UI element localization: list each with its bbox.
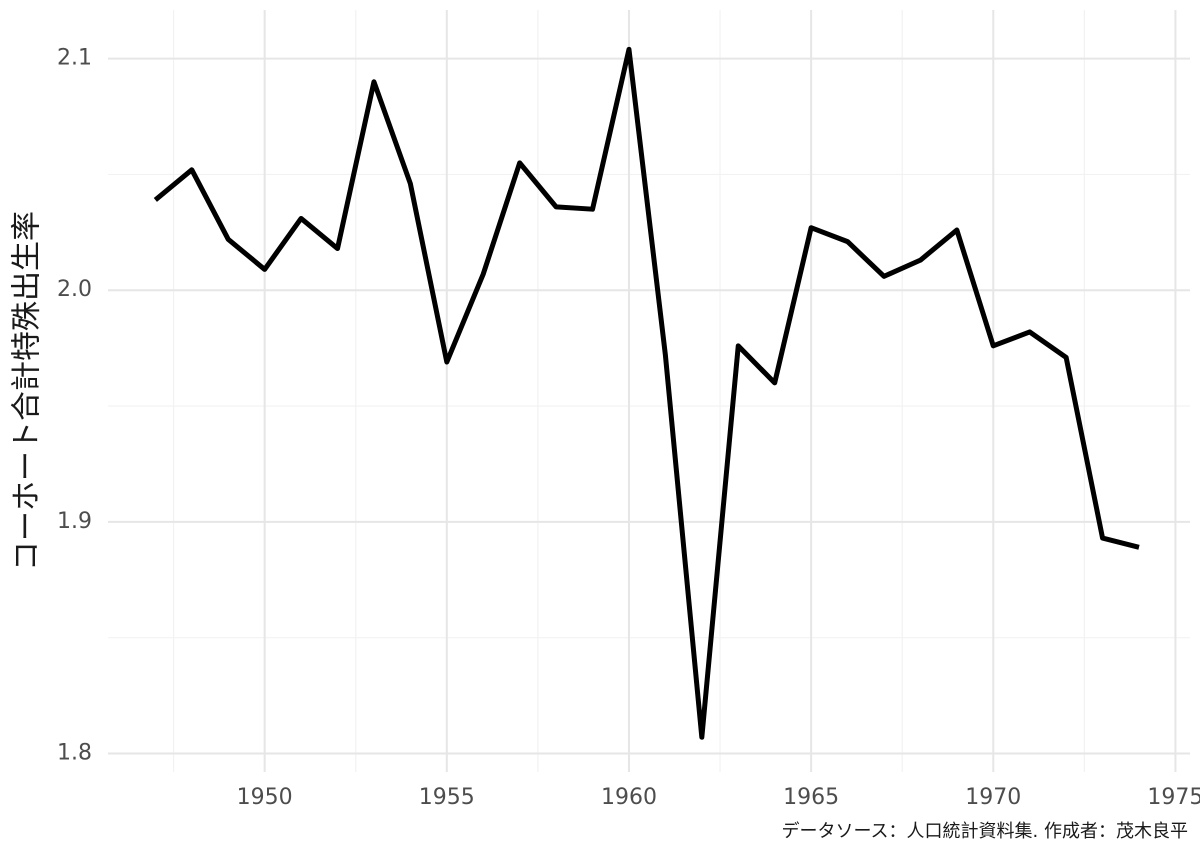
- y-tick-label: 1.9: [57, 509, 92, 534]
- x-tick-label: 1960: [601, 785, 657, 810]
- caption: データソース：人口統計資料集. 作成者：茂木良平: [781, 821, 1188, 842]
- x-tick-label: 1965: [783, 785, 839, 810]
- x-tick-label: 1970: [965, 785, 1021, 810]
- y-tick-label: 2.0: [57, 277, 92, 302]
- x-tick-label: 1950: [237, 785, 293, 810]
- y-axis-label: コーホート合計特殊出生率: [10, 211, 45, 571]
- x-tick-label: 1955: [419, 785, 475, 810]
- x-tick-label: 1975: [1147, 785, 1200, 810]
- data-line: [153, 46, 1140, 740]
- y-tick-label: 2.1: [57, 46, 92, 71]
- y-tick-label: 1.8: [57, 740, 92, 765]
